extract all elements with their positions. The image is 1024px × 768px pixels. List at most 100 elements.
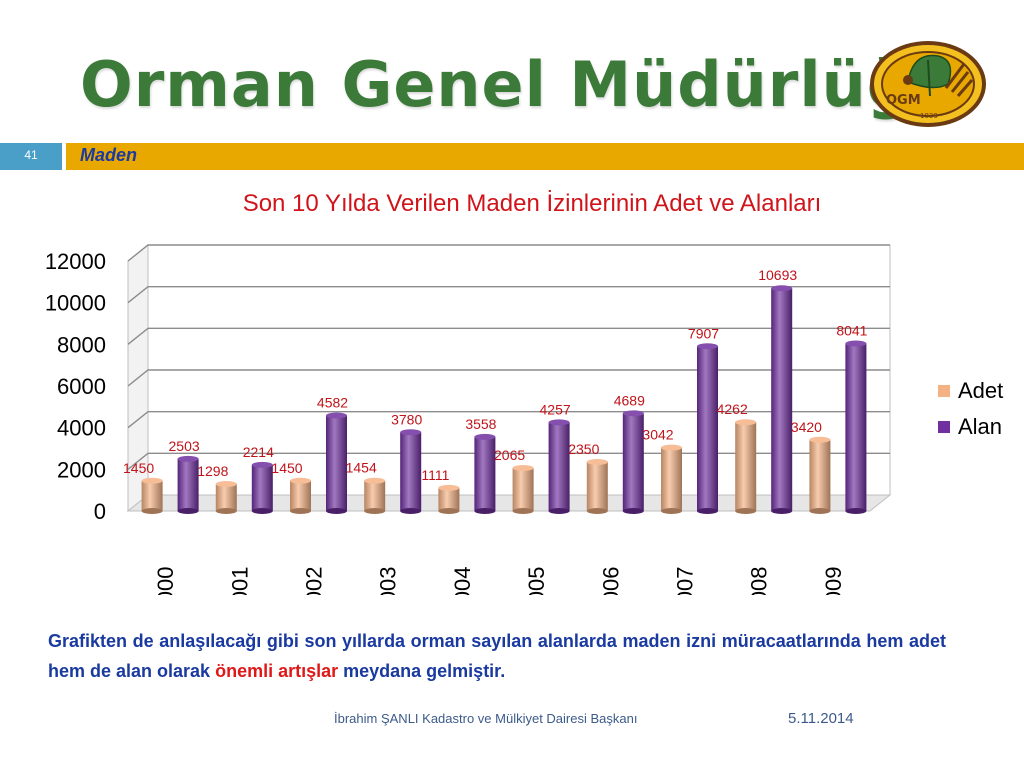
x-tick-label: 2000 [153,567,178,595]
x-tick-label: 2007 [673,567,698,595]
data-label: 1454 [346,460,377,476]
summary-paragraph: Grafikten de anlaşılacağı gibi son yılla… [48,626,946,686]
data-label: 4257 [540,401,571,417]
bar-top [586,459,608,466]
bar-alan-2005 [548,422,570,511]
x-tick-label: 2003 [376,567,401,595]
data-label: 1450 [123,460,154,476]
bar-base [364,508,386,514]
bar-base [735,508,757,514]
bar-adet-2001 [215,483,237,511]
y-tick-label: 2000 [57,457,106,482]
y-tick-label: 8000 [57,332,106,357]
legend-swatch-adet [938,385,950,397]
bar-adet-2009 [809,439,831,511]
bar-top [845,340,867,347]
paragraph-highlight: önemli artışlar [215,661,339,681]
bar-base [548,508,570,514]
bar-adet-2008 [735,422,757,511]
bar-base [771,508,793,514]
bar-base [845,508,867,514]
data-label: 2065 [494,447,525,463]
x-tick-label: 2009 [821,567,846,595]
bar-base [251,508,273,514]
data-label: 4262 [717,401,748,417]
section-bar [66,143,1024,170]
y-tick-label: 6000 [57,374,106,399]
bar-base [474,508,496,514]
bar-top [735,419,757,426]
paragraph-text-1: Grafikten de anlaşılacağı gibi son yılla… [48,631,946,681]
bar-base [586,508,608,514]
data-label: 3420 [791,419,822,435]
bar-alan-2000 [177,458,199,511]
bar-top [438,484,460,491]
bar-base [661,508,682,514]
data-label: 1450 [271,460,302,476]
bar-top [141,477,163,484]
data-label: 8041 [836,322,867,338]
section-label: Maden [80,145,138,165]
data-label: 3042 [642,427,673,443]
gridline [127,327,890,345]
legend-label: Alan [958,414,1002,439]
bar-chart: 0 2000 4000 6000 8000 10000 12000 1450 2503 2000 1… [45,243,1003,595]
data-label: 1298 [197,463,228,479]
bar-alan-2003 [400,432,422,511]
bar-base [177,508,199,514]
data-label: 3780 [391,411,422,427]
bar-base [400,508,422,514]
bar-base [141,508,163,514]
bar-adet-2007 [661,447,682,511]
x-tick-label: 2008 [747,567,772,595]
data-label: 2503 [169,438,200,454]
data-label: 7907 [688,325,719,341]
bar-base [438,508,460,514]
bar-base [622,508,644,514]
gridline [127,369,890,387]
page-title: Orman Genel Müdürlüğü [80,48,958,121]
data-label: 4582 [317,395,348,411]
y-tick-label: 10000 [45,291,106,316]
bar-top [326,412,347,419]
legend-swatch-alan [938,421,950,433]
bar-top [364,477,386,484]
ogm-logo: OGM 1839 [870,41,986,127]
x-tick-label: 2004 [450,567,475,595]
bar-adet-2004 [438,487,460,511]
bar-base [697,508,718,514]
bar-top [251,461,273,468]
bar-adet-2006 [586,462,608,511]
bar-top [548,419,570,426]
bar-adet-2003 [364,480,386,511]
bar-top [215,480,237,487]
x-tick-label: 2006 [598,567,623,595]
y-tick-label: 4000 [57,416,106,441]
bar-alan-2004 [474,436,496,511]
bar-base [290,508,311,514]
chart-title: Son 10 Yılda Verilen Maden İzinlerinin A… [242,190,822,217]
bar-base [512,508,534,514]
legend-label: Adet [958,378,1003,403]
data-label: 3558 [465,416,496,432]
bar-alan-2009 [845,343,867,511]
bar-top [400,429,422,436]
bar-alan-2002 [326,415,347,511]
x-tick-label: 2005 [524,567,549,595]
bar-adet-2002 [290,480,311,511]
bar-alan-2006 [622,413,644,511]
bar-top [512,464,534,471]
bar-adet-2005 [512,467,534,511]
bar-top [290,477,311,484]
bar-base [809,508,831,514]
footer-date: 5.11.2014 [788,710,854,727]
paragraph-text-2: meydana gelmiştir. [338,661,506,681]
x-tick-label: 2001 [227,567,252,595]
data-label: 2350 [568,441,599,457]
bar-top [474,433,496,440]
data-label: 2214 [243,444,274,460]
bar-top [177,455,199,462]
data-label: 10693 [758,267,797,283]
logo-text: OGM [886,93,921,108]
data-label: 4689 [614,392,645,408]
